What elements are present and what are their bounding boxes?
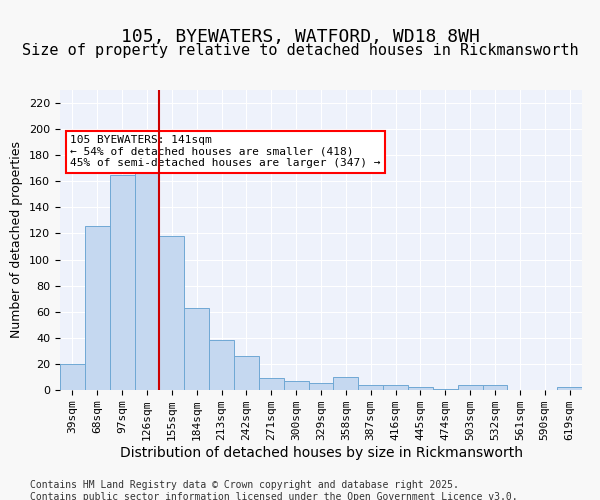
Bar: [110, 175, 134, 390]
Bar: [334, 377, 358, 390]
Bar: [134, 163, 160, 390]
Bar: [482, 385, 508, 390]
Bar: [408, 388, 433, 390]
Bar: [60, 364, 85, 390]
Text: 105 BYEWATERS: 141sqm
← 54% of detached houses are smaller (418)
45% of semi-det: 105 BYEWATERS: 141sqm ← 54% of detached …: [70, 135, 381, 168]
Bar: [433, 388, 458, 390]
Bar: [284, 381, 308, 390]
Text: 105, BYEWATERS, WATFORD, WD18 8WH: 105, BYEWATERS, WATFORD, WD18 8WH: [121, 28, 479, 46]
Bar: [383, 385, 408, 390]
Bar: [160, 236, 184, 390]
Bar: [184, 308, 209, 390]
Bar: [358, 385, 383, 390]
Bar: [557, 388, 582, 390]
Bar: [85, 226, 110, 390]
Bar: [458, 385, 482, 390]
Text: Contains HM Land Registry data © Crown copyright and database right 2025.
Contai: Contains HM Land Registry data © Crown c…: [30, 480, 518, 500]
Bar: [209, 340, 234, 390]
Y-axis label: Number of detached properties: Number of detached properties: [10, 142, 23, 338]
Bar: [259, 378, 284, 390]
Bar: [234, 356, 259, 390]
X-axis label: Distribution of detached houses by size in Rickmansworth: Distribution of detached houses by size …: [119, 446, 523, 460]
Text: Size of property relative to detached houses in Rickmansworth: Size of property relative to detached ho…: [22, 42, 578, 58]
Bar: [308, 384, 334, 390]
